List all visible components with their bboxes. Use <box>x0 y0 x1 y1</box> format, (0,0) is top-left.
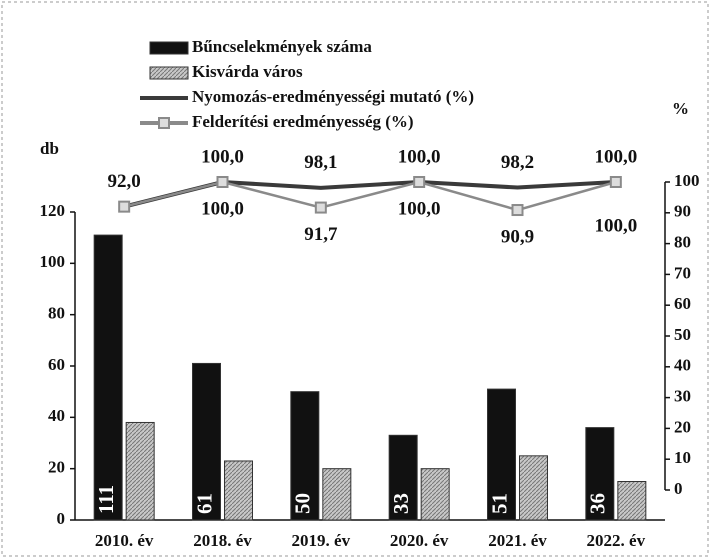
y2-tick-label: 0 <box>674 479 683 498</box>
value-label: 100,0 <box>201 198 244 219</box>
point-marker <box>216 176 229 188</box>
y2-tick-label: 50 <box>674 325 691 344</box>
y-tick-label: 120 <box>40 201 66 220</box>
bar-value-label: 111 <box>94 485 118 514</box>
y2-tick-label: 60 <box>674 294 691 313</box>
bar <box>125 421 155 521</box>
bar-value-label: 51 <box>487 493 511 514</box>
y2-tick-label: 100 <box>674 171 700 190</box>
x-tick-label: 2010. év <box>95 531 154 550</box>
y2-tick-label: 30 <box>674 387 691 406</box>
y-tick-label: 80 <box>48 304 65 323</box>
y2-tick-label: 10 <box>674 448 691 467</box>
y2-tick-label: 90 <box>674 202 691 221</box>
bar-value-label: 61 <box>192 493 216 514</box>
value-label: 91,7 <box>304 224 338 245</box>
y-tick-label: 0 <box>57 509 66 528</box>
bar <box>585 427 615 521</box>
bar <box>224 460 253 521</box>
point-marker <box>511 204 524 217</box>
bar <box>487 388 516 521</box>
bar-value-label: 36 <box>586 493 610 514</box>
legend-swatch <box>149 41 189 55</box>
bar <box>322 468 352 521</box>
y-axis-label: db <box>40 139 59 158</box>
x-tick-label: 2022. év <box>587 531 646 550</box>
legend-label: Kisvárda város <box>192 62 303 81</box>
point-marker <box>314 201 327 214</box>
bar <box>192 362 221 521</box>
line <box>123 180 617 212</box>
x-tick-label: 2020. év <box>390 531 449 550</box>
legend-label: Bűncselekmények száma <box>192 37 372 56</box>
x-tick-label: 2021. év <box>488 531 547 550</box>
bar <box>617 481 647 521</box>
point-marker <box>118 200 131 213</box>
x-tick-label: 2019. év <box>292 531 351 550</box>
value-label: 100,0 <box>594 215 637 236</box>
bar <box>420 468 450 521</box>
bar <box>388 434 418 521</box>
value-label: 98,2 <box>501 152 534 173</box>
legend-label: Nyomozás-eredményességi mutató (%) <box>192 87 474 106</box>
value-label: 100,0 <box>398 146 441 167</box>
value-label: 90,9 <box>501 226 534 247</box>
legend-label: Felderítési eredményesség (%) <box>192 112 414 131</box>
bar <box>290 391 320 521</box>
point-marker <box>609 176 622 188</box>
y-tick-label: 60 <box>48 355 65 374</box>
legend-marker <box>158 117 170 129</box>
bar-value-label: 33 <box>389 493 413 514</box>
value-label: 100,0 <box>594 146 637 167</box>
value-label: 100,0 <box>398 198 441 219</box>
y2-axis-label: % <box>672 99 689 118</box>
x-tick-label: 2018. év <box>193 531 252 550</box>
y2-tick-label: 20 <box>674 417 691 436</box>
legend-swatch <box>149 66 189 80</box>
y2-tick-label: 70 <box>674 263 691 282</box>
y-tick-label: 100 <box>40 252 66 271</box>
bar <box>93 234 123 521</box>
y-tick-label: 40 <box>48 406 65 425</box>
y-tick-label: 20 <box>48 458 65 477</box>
y2-tick-label: 80 <box>674 233 691 252</box>
point-marker <box>413 176 426 188</box>
bar <box>519 455 548 521</box>
value-label: 92,0 <box>108 171 141 192</box>
value-label: 100,0 <box>201 146 244 167</box>
y2-tick-label: 40 <box>674 356 691 375</box>
bar-value-label: 50 <box>291 493 315 514</box>
value-label: 98,1 <box>304 152 337 173</box>
